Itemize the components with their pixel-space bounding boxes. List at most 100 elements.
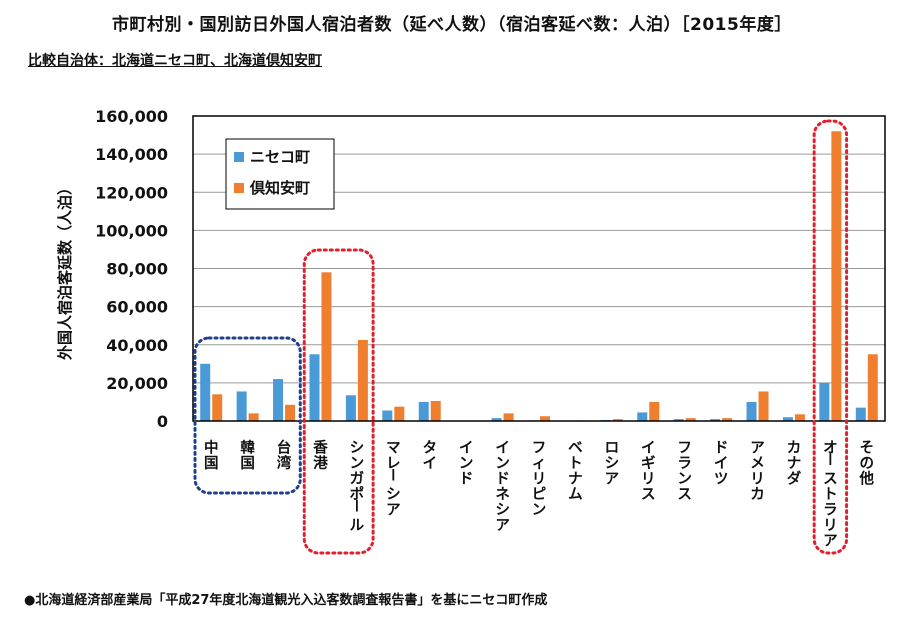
x-tick-char: そ — [860, 441, 875, 457]
bar-kutchan-11 — [612, 419, 623, 421]
x-tick-char: ル — [350, 518, 365, 534]
axis-layer — [192, 115, 886, 422]
bar-kutchan-17 — [831, 131, 842, 421]
x-tick-char: ド — [495, 472, 510, 488]
x-tick-char: ン — [495, 456, 510, 472]
bar-niseko-2 — [273, 379, 284, 421]
x-tick-char: シ — [495, 503, 510, 519]
legend-swatch-niseko — [234, 152, 244, 162]
x-tick-char: 国 — [204, 455, 219, 472]
bar-niseko-4 — [345, 395, 356, 421]
x-tick-labels: 中国韓国台湾香港シンガポルマレシアタイインドインドネシアフィリピンベトナムロシア… — [204, 439, 875, 550]
y-tick-label: 100,000 — [95, 221, 168, 240]
x-tick-char: 台 — [277, 439, 292, 457]
bar-kutchan-3 — [321, 272, 332, 421]
y-axis-label: 外国人宿泊客延数（人泊） — [56, 180, 74, 361]
y-tick-label: 20,000 — [106, 374, 168, 393]
x-tick-char: 湾 — [277, 454, 292, 472]
x-tick-char: ピ — [532, 486, 547, 503]
x-tick-char: イ — [459, 441, 474, 457]
x-tick-char: イ — [641, 441, 656, 457]
x-tick-char: シ — [350, 441, 365, 457]
x-tick-label: タイ — [422, 440, 437, 473]
bar-kutchan-16 — [794, 414, 805, 421]
x-tick-char: の — [860, 456, 875, 472]
x-tick-char: シ — [386, 487, 401, 503]
y-tick-label: 140,000 — [95, 145, 168, 164]
x-tick-label: ドイツ — [714, 441, 729, 488]
x-tick-label: ロシア — [605, 441, 620, 488]
x-tick-char: ア — [823, 534, 838, 550]
y-tick-label: 160,000 — [95, 107, 168, 126]
x-tick-label: 台湾 — [277, 439, 292, 473]
x-tick-char: 韓 — [240, 439, 255, 457]
legend-swatch-kutchan — [234, 183, 244, 193]
y-tick-label: 60,000 — [106, 298, 168, 317]
x-tick-char: ナ — [787, 455, 802, 472]
x-tick-char: 国 — [240, 455, 255, 472]
x-tick-char: イ — [714, 456, 729, 472]
x-tick-char: ン — [532, 503, 547, 519]
bar-niseko-12 — [637, 412, 648, 421]
bar-niseko-16 — [782, 417, 793, 421]
x-tick-char: ド — [459, 472, 474, 488]
x-tick-char: ト — [823, 487, 838, 503]
bar-niseko-1 — [236, 391, 247, 421]
bar-kutchan-2 — [285, 404, 296, 421]
x-tick-char: 他 — [859, 470, 875, 488]
bars-layer — [200, 131, 878, 421]
source-note: ●北海道経済部産業局「平成27年度北海道観光入込客数調査報告書」を基にニセコ町作… — [24, 593, 548, 608]
y-tick-labels: 0 20,000 40,000 60,000 80,000 100,000 120,000 1… — [95, 107, 168, 431]
x-tick-char: ト — [568, 456, 583, 472]
x-tick-char: シ — [605, 456, 620, 472]
highlight-boxes — [193, 119, 849, 555]
x-tick-char: ン — [459, 456, 474, 472]
bar-niseko-5 — [382, 410, 393, 421]
x-tick-char: ン — [350, 456, 365, 472]
x-tick-char: ア — [605, 472, 620, 488]
legend-label-niseko: ニセコ町 — [250, 148, 310, 166]
bar-kutchan-9 — [540, 416, 550, 421]
y-tick-label: 0 — [157, 412, 168, 431]
x-tick-label: インド — [459, 441, 474, 488]
y-tick-label: 40,000 — [106, 336, 168, 355]
legend-label-kutchan: 倶知安町 — [249, 179, 310, 197]
x-tick-char: カ — [787, 440, 802, 457]
x-tick-char: ア — [750, 441, 765, 457]
bar-kutchan-18 — [867, 354, 878, 421]
bar-niseko-13 — [673, 419, 684, 421]
y-tick-label: 80,000 — [106, 260, 168, 279]
x-tick-char: ギ — [641, 455, 656, 472]
x-tick-char: リ — [823, 518, 838, 534]
x-tick-char: マ — [386, 441, 401, 457]
x-tick-char: フ — [677, 441, 692, 457]
bar-kutchan-13 — [685, 418, 696, 421]
x-tick-char: イ — [422, 456, 437, 472]
bar-niseko-17 — [819, 382, 830, 421]
x-tick-char: リ — [641, 472, 656, 488]
x-tick-char: タ — [422, 440, 437, 457]
bar-kutchan-8 — [503, 413, 514, 421]
x-tick-char: ア — [386, 503, 401, 519]
x-tick-char: 港 — [313, 454, 328, 472]
highlight-box-red — [812, 119, 849, 555]
x-tick-char: オ — [823, 440, 838, 457]
bar-niseko-14 — [710, 419, 721, 421]
bar-niseko-0 — [200, 363, 211, 421]
x-tick-char: 香 — [313, 439, 328, 457]
x-tick-char: ラ — [677, 456, 692, 472]
x-tick-char: ム — [568, 487, 583, 503]
x-tick-char: ナ — [568, 471, 583, 488]
bar-kutchan-1 — [248, 413, 259, 421]
x-tick-char: ア — [495, 518, 510, 534]
x-tick-char: イ — [495, 441, 510, 457]
